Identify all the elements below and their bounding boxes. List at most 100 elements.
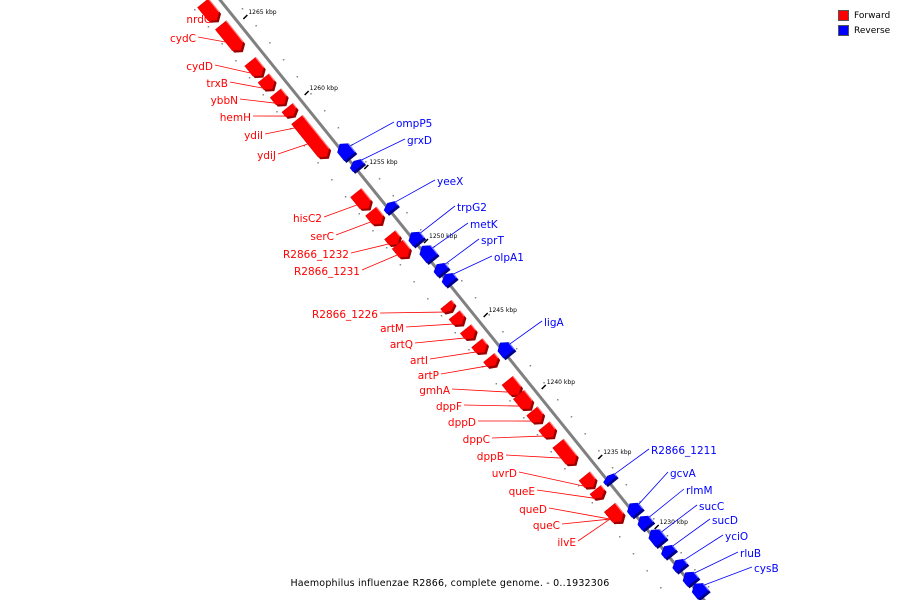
axis-dot — [344, 196, 347, 198]
gene-artI[interactable] — [471, 338, 490, 355]
axis-dot — [331, 179, 333, 181]
gene-label: serC — [310, 231, 334, 243]
gene-ligA[interactable] — [497, 342, 517, 361]
gene-label: R2866_1226 — [312, 309, 378, 321]
axis-dot — [392, 195, 395, 197]
gene-ydiJ[interactable] — [293, 117, 332, 160]
leader-line — [683, 534, 724, 561]
gene-sucD[interactable] — [661, 544, 678, 561]
leader-line — [491, 435, 544, 439]
gene-label: yeeX — [437, 176, 463, 188]
axis-dot — [358, 213, 361, 215]
axis-dot — [413, 281, 415, 283]
gene-highlight — [347, 143, 356, 153]
axis-tick-label: 1265 kbp — [248, 9, 276, 16]
axis-dot — [474, 297, 477, 299]
axis-dot — [591, 502, 594, 504]
gene-R2866_1232[interactable] — [384, 230, 402, 247]
axis-dot — [440, 315, 443, 317]
gene-cydC[interactable] — [214, 20, 246, 53]
forward-swatch — [838, 10, 849, 21]
leader-line — [536, 489, 594, 499]
gene-highlight — [549, 421, 556, 430]
gene-yeeX[interactable] — [383, 200, 400, 216]
gene-artM[interactable] — [448, 310, 467, 327]
gene-R2866_1231[interactable] — [391, 239, 412, 260]
gene-hisC2[interactable] — [350, 188, 373, 211]
legend-reverse-label: Reverse — [854, 25, 891, 36]
leader-line — [463, 404, 519, 407]
gene-yciO[interactable] — [672, 558, 690, 575]
gene-dppC[interactable] — [538, 421, 558, 440]
gene-highlight — [702, 583, 710, 591]
gene-label: hisC2 — [293, 213, 322, 225]
gene-olpA1[interactable] — [441, 272, 459, 289]
gene-label: ompP5 — [396, 118, 432, 130]
axis-dot — [611, 467, 614, 469]
leader-line — [614, 448, 650, 475]
leader-line — [277, 143, 308, 155]
gene-metK[interactable] — [419, 245, 440, 265]
gene-cydD[interactable] — [244, 56, 266, 79]
axis-dot — [502, 331, 504, 333]
legend-forward-label: Forward — [854, 10, 891, 21]
axis-dot — [207, 26, 210, 28]
gene-uvrD[interactable] — [578, 471, 598, 490]
leader-line — [239, 98, 275, 104]
gene-ybbN[interactable] — [269, 88, 289, 107]
gene-highlight — [493, 352, 499, 359]
leader-line — [379, 311, 444, 314]
axis-dot — [399, 264, 402, 266]
gene-dppB[interactable] — [552, 438, 579, 467]
gene-label: ydiJ — [257, 150, 276, 162]
axis-dot — [660, 587, 662, 589]
gene-highlight — [394, 230, 401, 237]
gene-highlight — [512, 375, 522, 387]
gene-gcvA[interactable] — [627, 502, 645, 520]
gene-serC[interactable] — [365, 206, 386, 227]
gene-label: artI — [410, 355, 428, 367]
gene-highlight — [589, 471, 597, 480]
gene-highlight — [482, 338, 488, 345]
gene-ompP5[interactable] — [337, 143, 358, 163]
gene-gmhA[interactable] — [501, 375, 524, 398]
gene-highlight — [292, 102, 298, 109]
axis-tick-label: 1240 kbp — [547, 379, 575, 386]
gene-highlight — [563, 438, 578, 456]
gene-rlmM[interactable] — [637, 515, 656, 533]
gene-R2866_1226[interactable] — [440, 299, 457, 315]
leader-line — [638, 471, 669, 505]
leader-line — [197, 36, 226, 43]
leader-line — [214, 64, 251, 74]
gene-label: cysB — [754, 563, 779, 575]
gene-highlight — [402, 239, 411, 249]
gene-cysB[interactable] — [691, 583, 711, 600]
gene-label: artP — [418, 370, 439, 382]
gene-artQ[interactable] — [459, 324, 478, 341]
gene-artP[interactable] — [483, 352, 501, 369]
axis-tick-mark — [654, 524, 660, 530]
leader-line — [350, 121, 395, 147]
axis-dot — [523, 417, 525, 419]
gene-dppF[interactable] — [512, 389, 535, 412]
leader-line — [704, 566, 753, 586]
gene-nrdG[interactable] — [197, 0, 222, 23]
map-caption: Haemophilus influenzae R2866, complete g… — [290, 578, 610, 589]
gene-arrow — [337, 143, 356, 162]
axis-dot — [646, 570, 648, 572]
gene-sprT[interactable] — [433, 262, 451, 279]
axis-dot — [577, 485, 580, 487]
gene-dppD[interactable] — [526, 406, 546, 425]
gene-hemH[interactable] — [281, 102, 299, 119]
gene-queE[interactable] — [589, 484, 607, 501]
gene-trpG2[interactable] — [408, 231, 427, 249]
gene-highlight — [444, 262, 450, 269]
gene-label: R2866_1211 — [651, 445, 717, 457]
axis-dot — [529, 365, 532, 367]
axis-dot — [282, 59, 285, 61]
gene-ilvE[interactable] — [604, 502, 626, 525]
axis-dot — [694, 569, 696, 571]
gene-trxB[interactable] — [257, 73, 277, 92]
axis-dot — [639, 501, 641, 503]
gene-sucC[interactable] — [648, 529, 669, 549]
